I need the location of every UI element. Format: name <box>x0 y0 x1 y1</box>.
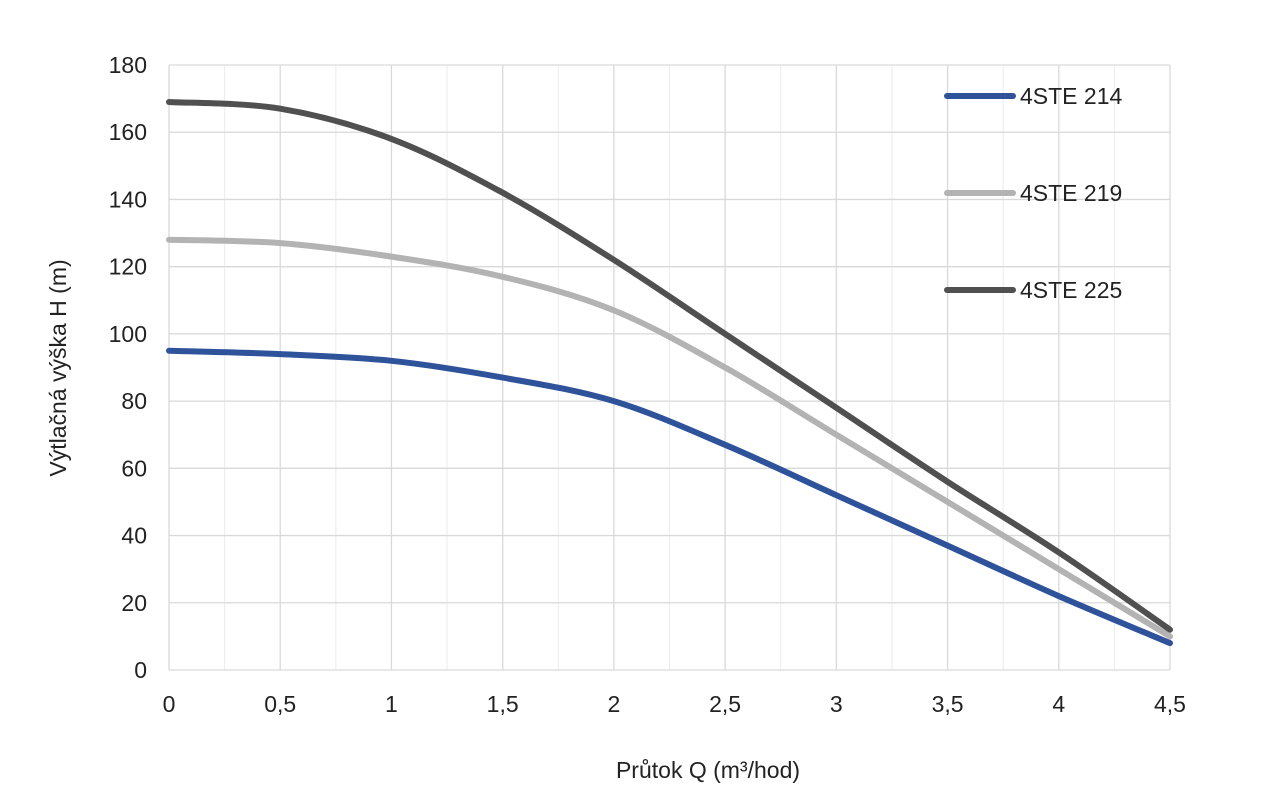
y-axis-title: Výtlačná výška H (m) <box>45 259 71 476</box>
series-lines <box>166 99 1173 647</box>
y-tick-label: 0 <box>134 657 147 683</box>
y-tick-label: 40 <box>121 523 147 549</box>
y-tick-label: 60 <box>121 455 147 481</box>
y-tick-label: 160 <box>109 119 147 145</box>
x-axis-title: Průtok Q (m³/hod) <box>616 757 800 783</box>
legend-label: 4STE 214 <box>1020 83 1122 109</box>
x-axis-ticks: 0 0,5 1 1,5 2 2,5 3 3,5 4 4,5 <box>163 691 1186 717</box>
x-tick-label: 1 <box>385 691 398 717</box>
x-tick-label: 0 <box>163 691 176 717</box>
legend: 4STE 214 4STE 219 4STE 225 <box>944 83 1122 303</box>
x-tick-label: 2,5 <box>709 691 741 717</box>
y-tick-label: 80 <box>121 388 147 414</box>
x-tick-label: 3,5 <box>932 691 964 717</box>
y-tick-label: 120 <box>109 254 147 280</box>
legend-label: 4STE 219 <box>1020 180 1122 206</box>
y-axis-ticks: 0 20 40 60 80 100 120 140 160 180 <box>109 52 147 683</box>
y-tick-label: 140 <box>109 186 147 212</box>
y-tick-label: 100 <box>109 321 147 347</box>
y-tick-label: 180 <box>109 52 147 78</box>
x-tick-label: 4 <box>1052 691 1065 717</box>
x-tick-label: 4,5 <box>1154 691 1186 717</box>
legend-label: 4STE 225 <box>1020 277 1122 303</box>
x-tick-label: 1,5 <box>487 691 519 717</box>
series-line-4ste-225 <box>166 99 1173 633</box>
y-tick-label: 20 <box>121 590 147 616</box>
x-tick-label: 3 <box>830 691 843 717</box>
x-tick-label: 2 <box>607 691 620 717</box>
series-line-4ste-214 <box>166 347 1173 647</box>
series-line-4ste-219 <box>166 236 1173 640</box>
x-tick-label: 0,5 <box>264 691 296 717</box>
